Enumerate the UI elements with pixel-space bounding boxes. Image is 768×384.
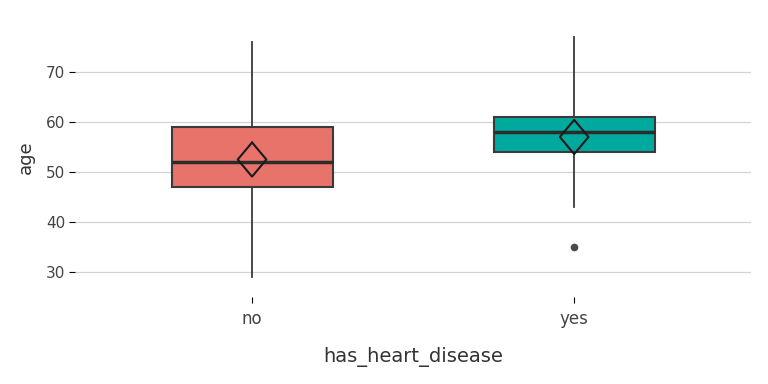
Y-axis label: age: age [17, 140, 35, 174]
X-axis label: has_heart_disease: has_heart_disease [323, 348, 503, 367]
Bar [494, 117, 654, 152]
Bar [171, 127, 333, 187]
